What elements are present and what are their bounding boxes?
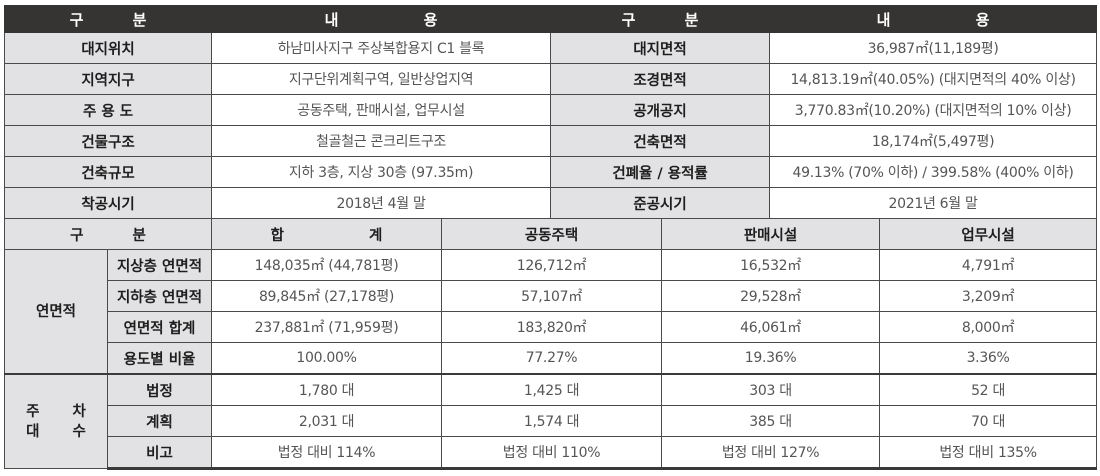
residential-value: 57,107㎡ [441,280,663,312]
retail-value: 385 대 [661,405,881,437]
construction-start-value: 2018년 4월 말 [211,187,552,219]
completion-label: 준공시기 [550,187,771,219]
public-space-value: 3,770.83㎡(10.20%) (대지면적의 10% 이상) [769,94,1098,126]
main-use-value: 공동주택, 판매시설, 업무시설 [211,94,552,126]
total-value: 1,780 대 [211,373,443,406]
total-value: 2,031 대 [211,405,443,437]
overview-row: 주 용 도 공동주택, 판매시설, 업무시설 공개공지 3,770.83㎡(10… [3,94,1098,126]
building-scale-label: 건축규모 [3,156,213,188]
residential-value: 126,712㎡ [441,249,663,281]
public-space-label: 공개공지 [550,94,771,126]
floor-area-group-label: 연면적 [4,249,108,375]
row-label: 지하층 연면적 [106,280,213,312]
parking-row: 비고 법정 대비 114% 법정 대비 110% 법정 대비 127% 법정 대… [5,436,1098,470]
residential-value: 1,574 대 [441,405,663,437]
header-category-left: 구 분 [3,5,213,33]
retail-value: 303 대 [661,373,881,406]
project-overview-table: 구 분 내 용 구 분 내 용 대지위치 하남미사지구 주상복합용지 C1 블록… [3,5,1098,470]
floor-area-row: 연면적 지상층 연면적 148,035㎡ (44,781평) 126,712㎡ … [4,249,1098,375]
total-value: 100.00% [211,342,443,375]
residential-value: 1,425 대 [441,373,663,406]
office-value: 3.36% [879,342,1098,375]
office-value: 4,791㎡ [879,249,1098,281]
zoning-value: 지구단위계획구역, 일반상업지역 [211,63,552,95]
office-value: 법정 대비 135% [879,436,1098,470]
overview-row: 지역지구 지구단위계획구역, 일반상업지역 조경면적 14,813.19㎡(40… [3,63,1098,95]
breakdown-header-row: 구 분 합 계 공동주택 판매시설 업무시설 [3,218,1098,250]
overview-row: 착공시기 2018년 4월 말 준공시기 2021년 6월 말 [3,187,1098,219]
breakdown-header-category: 구 분 [3,218,213,250]
office-value: 8,000㎡ [879,311,1098,343]
floor-area-row: 용도별 비율 100.00% 77.27% 19.36% 3.36% [5,342,1098,375]
coverage-ratio-value: 49.13% (70% 이하) / 399.58% (400% 이하) [769,156,1098,188]
row-label: 용도별 비율 [106,342,213,375]
breakdown-header-residential: 공동주택 [441,218,663,250]
construction-start-label: 착공시기 [3,187,213,219]
overview-row: 건물구조 철골철근 콘크리트구조 건축면적 18,174㎡(5,497평) [3,125,1098,157]
total-value: 89,845㎡ (27,178평) [211,280,443,312]
row-label: 법정 [106,373,213,406]
parking-group-label: 주 차 대 수 [4,373,108,469]
overview-row: 건축규모 지하 3층, 지상 30층 (97.35m) 건폐율 / 용적률 49… [3,156,1098,188]
site-location-value: 하남미사지구 주상복합용지 C1 블록 [211,32,552,64]
building-area-value: 18,174㎡(5,497평) [769,125,1098,157]
office-value: 70 대 [879,405,1098,437]
overview-row: 대지위치 하남미사지구 주상복합용지 C1 블록 대지면적 36,987㎡(11… [3,32,1098,64]
breakdown-header-retail: 판매시설 [661,218,881,250]
parking-row: 주 차 대 수 법정 1,780 대 1,425 대 303 대 52 대 [4,373,1098,469]
zoning-label: 지역지구 [3,63,213,95]
overview-header-row: 구 분 내 용 구 분 내 용 [3,5,1098,33]
total-value: 237,881㎡ (71,959평) [211,311,443,343]
parking-row: 계획 2,031 대 1,574 대 385 대 70 대 [5,405,1098,437]
row-label: 연면적 합계 [106,311,213,343]
retail-value: 29,528㎡ [661,280,881,312]
row-label: 지상층 연면적 [106,249,213,281]
site-area-value: 36,987㎡(11,189평) [769,32,1098,64]
structure-value: 철골철근 콘크리트구조 [211,125,552,157]
row-label: 계획 [106,405,213,437]
completion-value: 2021년 6월 말 [769,187,1098,219]
retail-value: 16,532㎡ [661,249,881,281]
total-value: 법정 대비 114% [211,436,443,470]
structure-label: 건물구조 [3,125,213,157]
parking-group-label-line1: 주 차 [26,403,100,420]
retail-value: 46,061㎡ [661,311,881,343]
row-label: 비고 [106,436,213,470]
floor-area-row: 연면적 합계 237,881㎡ (71,959평) 183,820㎡ 46,06… [5,311,1098,343]
breakdown-header-office: 업무시설 [879,218,1098,250]
breakdown-header-total: 합 계 [211,218,443,250]
floor-area-row: 지하층 연면적 89,845㎡ (27,178평) 57,107㎡ 29,528… [5,280,1098,312]
header-content-left: 내 용 [211,5,552,33]
coverage-ratio-label: 건폐율 / 용적률 [550,156,771,188]
landscape-area-value: 14,813.19㎡(40.05%) (대지면적의 40% 이상) [769,63,1098,95]
header-content-right: 내 용 [769,5,1098,33]
office-value: 3,209㎡ [879,280,1098,312]
retail-value: 19.36% [661,342,881,375]
retail-value: 법정 대비 127% [661,436,881,470]
site-location-label: 대지위치 [3,32,213,64]
site-area-label: 대지면적 [550,32,771,64]
total-value: 148,035㎡ (44,781평) [211,249,443,281]
building-scale-value: 지하 3층, 지상 30층 (97.35m) [211,156,552,188]
header-category-right: 구 분 [550,5,771,33]
office-value: 52 대 [879,373,1098,406]
parking-group-label-line2: 대 수 [26,423,100,440]
residential-value: 77.27% [441,342,663,375]
landscape-area-label: 조경면적 [550,63,771,95]
residential-value: 법정 대비 110% [441,436,663,470]
residential-value: 183,820㎡ [441,311,663,343]
main-use-label: 주 용 도 [3,94,213,126]
building-area-label: 건축면적 [550,125,771,157]
